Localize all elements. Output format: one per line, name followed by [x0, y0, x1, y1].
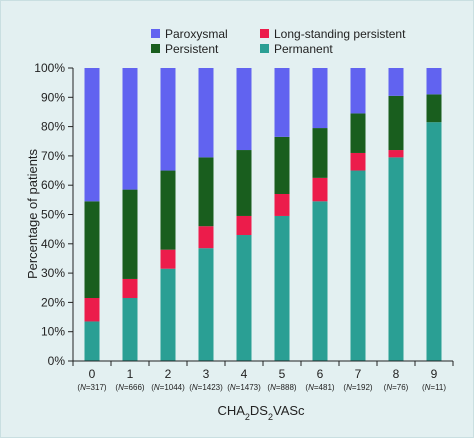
bar-permanent-5: [274, 215, 290, 361]
x-tick-label: 0: [89, 367, 96, 381]
bar-permanent-7: [350, 170, 366, 361]
legend-swatch-persistent: [151, 44, 160, 53]
x-tick-label: 5: [279, 367, 286, 381]
bar-long-standing-persistent-5: [274, 193, 290, 216]
x-tick-label: 1: [127, 367, 134, 381]
bar-paroxysmal-0: [84, 68, 100, 202]
y-tick-label: 0%: [48, 354, 66, 368]
bar-paroxysmal-8: [388, 68, 404, 96]
n-count-label: (N=11): [422, 383, 446, 392]
bar-permanent-4: [236, 235, 252, 361]
n-count-label: (N=76): [384, 383, 409, 392]
y-tick-label: 30%: [41, 266, 65, 280]
y-tick-label: 50%: [41, 208, 65, 222]
bar-paroxysmal-5: [274, 68, 290, 137]
n-count-label: (N=1044): [151, 383, 185, 392]
bar-permanent-0: [84, 321, 100, 361]
axes: 0% 10% 20% 30% 40% 50% 60% 70% 80% 90% 100% 0 (N=317…: [34, 61, 454, 392]
x-tick-label: 6: [317, 367, 324, 381]
y-tick-label: 70%: [41, 149, 65, 163]
y-tick-label: 10%: [41, 325, 65, 339]
bar-paroxysmal-3: [198, 68, 214, 158]
bar-permanent-8: [388, 157, 404, 361]
legend-label-paroxysmal: Paroxysmal: [165, 27, 228, 41]
bar-long-standing-persistent-1: [122, 278, 138, 299]
x-tick-label: 8: [393, 367, 400, 381]
bar-long-standing-persistent-3: [198, 226, 214, 249]
bar-paroxysmal-7: [350, 68, 366, 114]
bar-persistent-2: [160, 170, 176, 250]
n-count-label: (N=1473): [227, 383, 261, 392]
legend: Paroxysmal Long-standing persistent Persis…: [151, 27, 406, 56]
bar-persistent-3: [198, 157, 214, 227]
legend-swatch-paroxysmal: [151, 29, 160, 38]
y-tick-label: 40%: [41, 237, 65, 251]
bar-long-standing-persistent-7: [350, 152, 366, 171]
y-tick-label: 20%: [41, 295, 65, 309]
legend-label-permanent: Permanent: [274, 42, 333, 56]
n-count-label: (N=192): [343, 383, 372, 392]
y-tick-label: 60%: [41, 178, 65, 192]
bar-long-standing-persistent-4: [236, 215, 252, 236]
x-axis-title: CHA2DS2VASc: [217, 403, 305, 422]
bar-paroxysmal-4: [236, 68, 252, 151]
bar-paroxysmal-2: [160, 68, 176, 171]
bar-persistent-6: [312, 128, 328, 178]
bar-long-standing-persistent-8: [388, 150, 404, 158]
bar-permanent-9: [426, 122, 442, 361]
bar-long-standing-persistent-6: [312, 177, 328, 202]
x-tick-label: 2: [165, 367, 172, 381]
bar-persistent-8: [388, 95, 404, 151]
bar-permanent-1: [122, 298, 138, 361]
legend-swatch-permanent: [260, 44, 269, 53]
bar-paroxysmal-1: [122, 68, 138, 190]
bar-paroxysmal-9: [426, 68, 442, 95]
n-count-label: (N=481): [305, 383, 334, 392]
bar-persistent-4: [236, 150, 252, 216]
bar-persistent-1: [122, 189, 138, 279]
bar-long-standing-persistent-0: [84, 298, 100, 322]
bar-persistent-5: [274, 136, 290, 194]
legend-label-persistent: Persistent: [165, 42, 219, 56]
x-tick-label: 3: [203, 367, 210, 381]
x-tick-label: 4: [241, 367, 248, 381]
legend-swatch-long-standing-persistent: [260, 29, 269, 38]
y-tick-label: 80%: [41, 120, 65, 134]
n-count-label: (N=1423): [189, 383, 223, 392]
n-count-label: (N=666): [115, 383, 144, 392]
x-tick-label: 9: [431, 367, 438, 381]
bar-long-standing-persistent-2: [160, 249, 176, 269]
legend-label-long-standing-persistent: Long-standing persistent: [274, 27, 406, 41]
y-axis-title: Percentage of patients: [25, 148, 40, 279]
y-tick-label: 100%: [34, 61, 65, 75]
bar-permanent-6: [312, 201, 328, 361]
bar-permanent-3: [198, 248, 214, 361]
bar-persistent-0: [84, 201, 100, 299]
bar-paroxysmal-6: [312, 68, 328, 129]
n-count-label: (N=888): [267, 383, 296, 392]
bar-permanent-2: [160, 268, 176, 361]
n-count-label: (N=317): [77, 383, 106, 392]
bars: [84, 68, 442, 361]
bar-persistent-9: [426, 94, 442, 123]
bar-persistent-7: [350, 113, 366, 153]
x-tick-label: 7: [355, 367, 362, 381]
y-tick-label: 90%: [41, 90, 65, 104]
